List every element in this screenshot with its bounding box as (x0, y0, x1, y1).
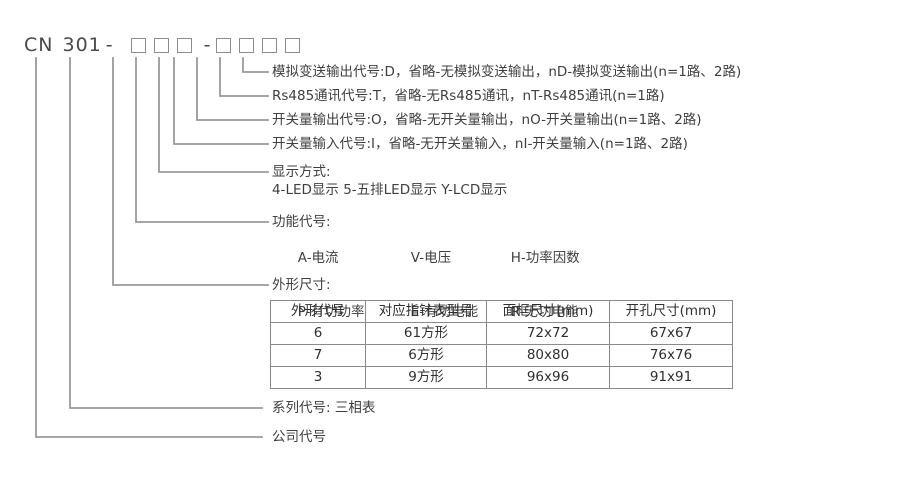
annotation-company-code: 公司代号 (272, 428, 326, 446)
leader-display-mode (158, 57, 269, 173)
leader-series-code (69, 57, 263, 409)
table-row: 7 6方形 80x80 76x76 (270, 344, 733, 367)
annotation-title: 模拟变送输出代号:D，省略-无模拟变送输出，nD-模拟变送输出(n=1路、2路) (272, 64, 742, 80)
table-cell: 61方形 (365, 322, 487, 345)
table-cell: 9方形 (365, 366, 487, 389)
table-row: 3 9方形 96x96 91x91 (270, 366, 733, 389)
function-code-cell: A-电流 (297, 250, 339, 266)
display-mode-options: 4-LED显示 5-五排LED显示 Y-LCD显示 (272, 182, 508, 198)
dimensions-table: 外形代号 对应指针表型号 面框尺寸(mm) 开孔尺寸(mm) 6 61方形 72… (270, 300, 733, 389)
leader-switch-output (196, 57, 269, 121)
table-cell: 3 (270, 366, 366, 389)
annotation-title: 功能代号: (272, 214, 331, 230)
function-code-cell: V-电压 (410, 250, 452, 266)
annotation-title: 系列代号: 三相表 (272, 400, 376, 416)
table-header-cell: 开孔尺寸(mm) (609, 300, 733, 323)
model-slot-4 (216, 37, 232, 53)
table-cell: 91x91 (609, 366, 733, 389)
table-header-row: 外形代号 对应指针表型号 面框尺寸(mm) 开孔尺寸(mm) (270, 300, 733, 323)
leader-rs485-communication (219, 57, 269, 97)
model-slot-7 (285, 37, 301, 53)
table-cell: 80x80 (486, 344, 610, 367)
annotation-analog-transmit-output: 模拟变送输出代号:D，省略-无模拟变送输出，nD-模拟变送输出(n=1路、2路) (272, 63, 741, 81)
annotation-title: 开关量输入代号:I，省略-无开关量输入，nI-开关量输入(n=1路、2路) (272, 136, 688, 152)
series-code-text: 301 (62, 33, 102, 56)
model-slot-2 (153, 37, 169, 53)
annotation-title: 显示方式: (272, 164, 331, 180)
annotation-outline-dimensions: 外形尺寸: (272, 276, 331, 294)
table-header-cell: 外形代号 (270, 300, 366, 323)
table-cell: 6 (270, 322, 366, 345)
table-cell: 67x67 (609, 322, 733, 345)
company-prefix-text: CN (24, 33, 54, 56)
annotation-switch-output: 开关量输出代号:O，省略-无开关量输出，nO-开关量输出(n=1路、2路) (272, 111, 702, 129)
model-slot-1 (130, 37, 146, 53)
table-cell: 72x72 (486, 322, 610, 345)
leader-switch-input (173, 57, 269, 145)
function-code-row: A-电流 V-电压 H-功率因数 (272, 231, 580, 285)
leader-analog-transmit-output (242, 57, 269, 73)
model-slot-5 (239, 37, 255, 53)
table-header-cell: 面框尺寸(mm) (486, 300, 610, 323)
annotation-title: 外形尺寸: (272, 277, 331, 293)
annotation-display-mode: 显示方式: 4-LED显示 5-五排LED显示 Y-LCD显示 (272, 163, 507, 199)
function-code-cell: H-功率因数 (510, 250, 580, 266)
table-cell: 7 (270, 344, 366, 367)
leader-function-code (135, 57, 269, 223)
table-row: 6 61方形 72x72 67x67 (270, 322, 733, 345)
model-slot-3 (176, 37, 192, 53)
model-code-string: CN 301 - - (24, 33, 301, 57)
annotation-rs485-communication: Rs485通讯代号:T，省略-无Rs485通讯，nT-Rs485通讯(n=1路) (272, 87, 665, 105)
leader-outline-dimensions (112, 57, 269, 286)
model-slot-6 (262, 37, 278, 53)
table-cell: 96x96 (486, 366, 610, 389)
table-cell: 76x76 (609, 344, 733, 367)
code-inner-separator-dash: - (203, 33, 211, 56)
table-cell: 6方形 (365, 344, 487, 367)
annotation-title: 开关量输出代号:O，省略-无开关量输出，nO-开关量输出(n=1路、2路) (272, 112, 702, 128)
annotation-title: 公司代号 (272, 429, 326, 445)
annotation-title: Rs485通讯代号:T，省略-无Rs485通讯，nT-Rs485通讯(n=1路) (272, 88, 665, 104)
table-header-cell: 对应指针表型号 (365, 300, 487, 323)
code-separator-dash: - (105, 33, 113, 56)
annotation-switch-input: 开关量输入代号:I，省略-无开关量输入，nI-开关量输入(n=1路、2路) (272, 135, 688, 153)
annotation-series-code: 系列代号: 三相表 (272, 399, 375, 417)
leader-company-code (35, 57, 263, 438)
